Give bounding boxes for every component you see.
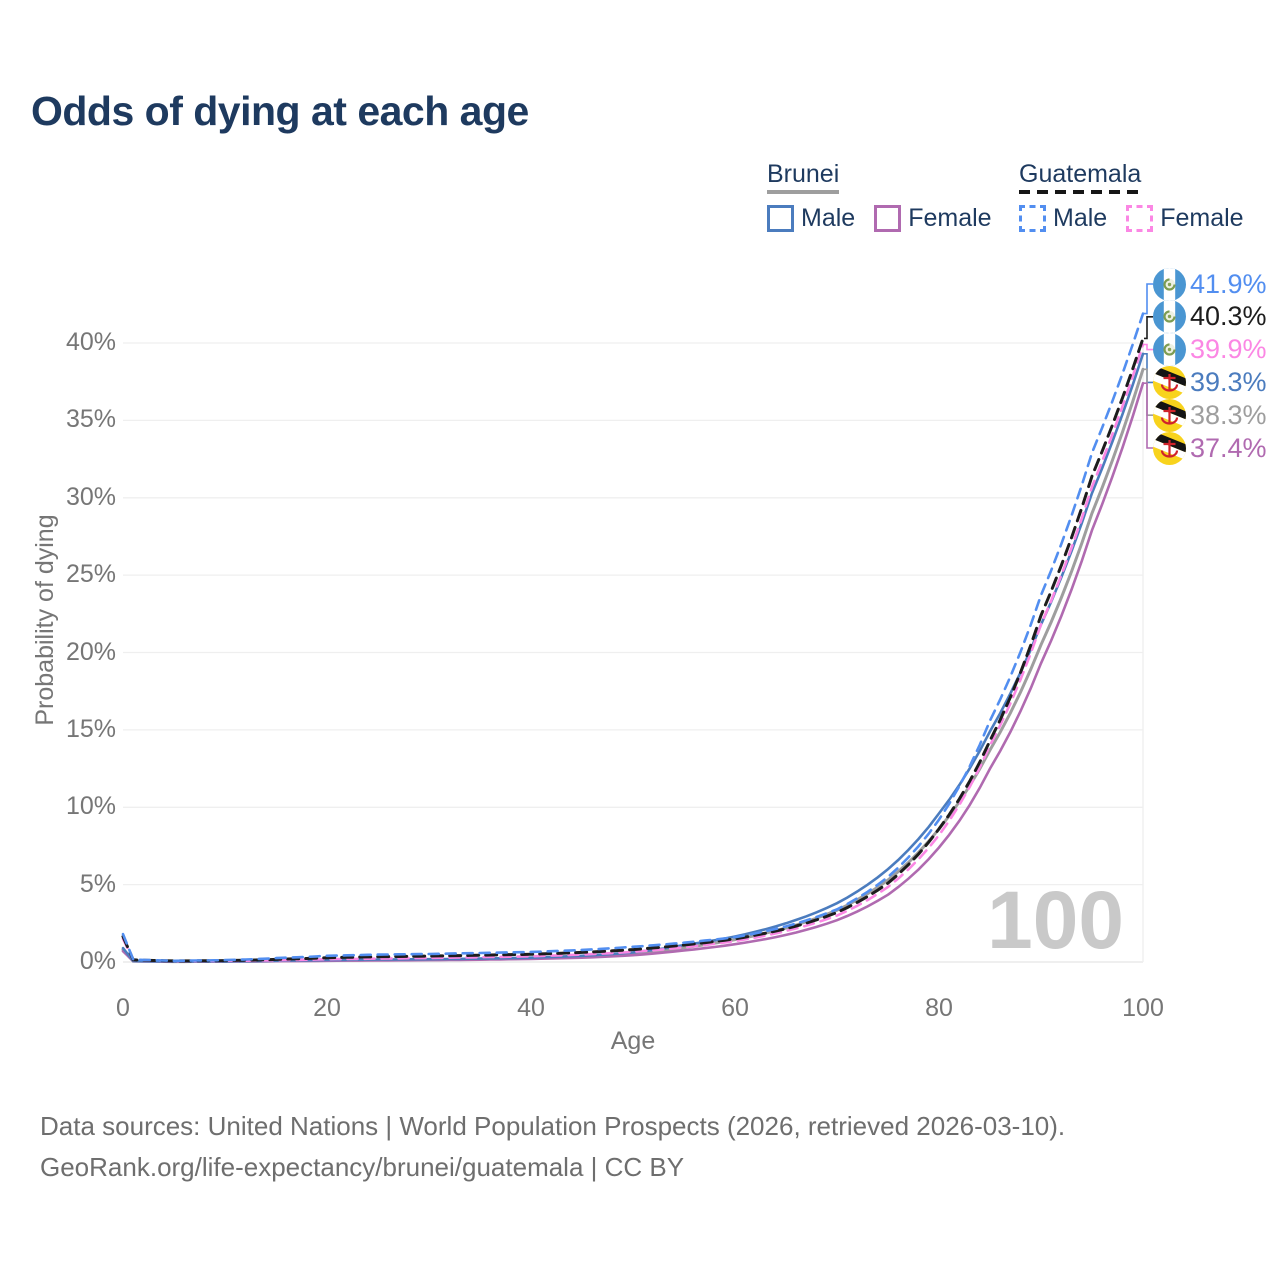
end-value-guatemala: 40.3% — [1190, 301, 1267, 332]
legend-checkbox-guatemala-female[interactable] — [1126, 205, 1154, 232]
y-tick-label-5pct: 5% — [79, 869, 116, 898]
legend-checkbox-brunei-male[interactable] — [767, 205, 794, 232]
footer: Data sources: United Nations | World Pop… — [40, 1106, 1065, 1188]
leader-line-brunei-male — [1144, 353, 1153, 384]
brunei-flag-icon — [1153, 398, 1186, 432]
series-line-brunei-male — [121, 352, 1145, 963]
leader-line-guatemala-male — [1144, 283, 1153, 315]
legend-label-guatemala-male: Male — [1053, 204, 1108, 232]
y-tick-label-10pct: 10% — [65, 792, 116, 821]
end-value-brunei-female: 37.4% — [1190, 432, 1267, 463]
x-axis-title: Age — [610, 1027, 656, 1055]
y-tick-label-15pct: 15% — [65, 714, 116, 743]
end-value-brunei-male: 39.3% — [1190, 366, 1267, 397]
age-marker-watermark: 100 — [987, 875, 1124, 966]
footer-attribution: GeoRank.org/life-expectancy/brunei/guate… — [40, 1152, 685, 1182]
x-tick-label-20: 20 — [313, 994, 341, 1022]
series-line-guatemala-male — [121, 312, 1145, 963]
page-title: Odds of dying at each age — [31, 88, 529, 134]
legend-group-title-brunei: Brunei — [767, 160, 840, 188]
leader-line-guatemala-female — [1144, 343, 1153, 351]
x-tick-label-100: 100 — [1122, 994, 1164, 1022]
leader-line-brunei — [1144, 368, 1153, 416]
y-tick-label-35pct: 35% — [65, 405, 116, 434]
series-line-guatemala-female — [121, 343, 1145, 963]
x-tick-label-40: 40 — [517, 994, 545, 1022]
end-value-guatemala-male: 41.9% — [1190, 268, 1267, 299]
series-line-guatemala — [121, 336, 1145, 963]
leader-line-guatemala — [1144, 316, 1153, 340]
brunei-line-style-swatch — [767, 190, 840, 194]
guatemala-flag-icon — [1153, 300, 1186, 334]
y-tick-label-20pct: 20% — [65, 637, 116, 666]
series-line-brunei — [121, 367, 1145, 964]
x-tick-label-0: 0 — [116, 994, 130, 1022]
end-value-brunei: 38.3% — [1190, 399, 1267, 430]
end-value-guatemala-female: 39.9% — [1190, 334, 1267, 365]
legend-group-title-guatemala: Guatemala — [1019, 160, 1142, 188]
y-tick-label-25pct: 25% — [65, 560, 116, 589]
x-tick-label-80: 80 — [925, 994, 953, 1022]
brunei-flag-icon — [1153, 365, 1186, 399]
guatemala-flag-icon — [1153, 333, 1186, 367]
legend-label-brunei-male: Male — [801, 204, 856, 232]
y-axis-title: Probability of dying — [31, 514, 59, 726]
guatemala-line-style-swatch — [1019, 190, 1142, 194]
legend-group-header-brunei: Brunei — [767, 160, 840, 194]
legend-group-brunei: Brunei Male Female — [767, 160, 1011, 233]
legend-group-header-guatemala: Guatemala — [1019, 160, 1142, 194]
brunei-flag-icon — [1153, 431, 1186, 465]
legend-label-guatemala-female: Female — [1160, 204, 1244, 232]
legend-label-brunei-female: Female — [908, 204, 992, 232]
leader-line-brunei-female — [1144, 382, 1153, 449]
guatemala-flag-icon — [1153, 267, 1186, 301]
y-tick-label-30pct: 30% — [65, 482, 116, 511]
legend-group-guatemala: Guatemala Male Female — [1019, 160, 1263, 233]
y-tick-label-0pct: 0% — [79, 947, 116, 975]
x-tick-label-60: 60 — [721, 994, 749, 1022]
legend-checkbox-brunei-female[interactable] — [874, 205, 902, 232]
legend-checkbox-guatemala-male[interactable] — [1019, 205, 1046, 232]
footer-data-sources: Data sources: United Nations | World Pop… — [40, 1111, 1066, 1141]
y-tick-label-40pct: 40% — [65, 328, 116, 356]
